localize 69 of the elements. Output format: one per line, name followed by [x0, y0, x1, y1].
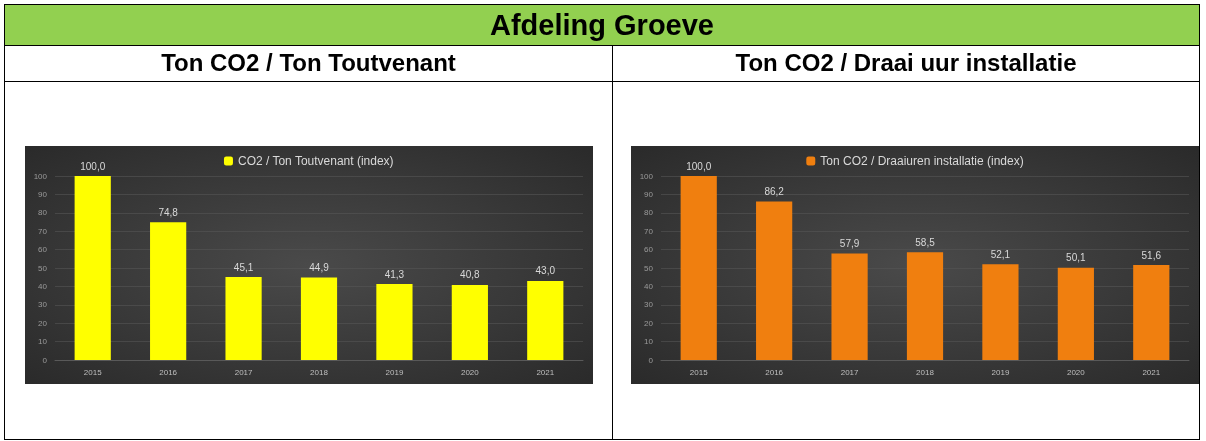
- bar: [1057, 267, 1094, 360]
- y-tick-label: 20: [644, 318, 654, 328]
- x-tick-label: 2020: [460, 367, 480, 377]
- data-label: 50,1: [1066, 252, 1087, 264]
- data-label: 100,0: [686, 160, 712, 172]
- bar: [225, 277, 262, 360]
- data-label: 43,0: [535, 265, 556, 277]
- x-tick-label: 2015: [689, 367, 709, 377]
- y-tick-label: 100: [639, 171, 654, 181]
- x-tick-label: 2019: [385, 367, 404, 377]
- y-tick-label: 0: [648, 355, 654, 365]
- x-tick-label: 2020: [1066, 367, 1086, 377]
- bar: [150, 222, 187, 360]
- bar: [74, 176, 111, 360]
- y-tick-label: 70: [644, 226, 654, 236]
- data-label: 58,5: [915, 236, 936, 248]
- data-label: 40,8: [460, 269, 481, 281]
- y-tick-label: 30: [38, 300, 48, 310]
- x-tick-label: 2019: [991, 367, 1010, 377]
- y-tick-label: 80: [644, 208, 654, 218]
- data-label: 86,2: [764, 185, 785, 197]
- x-tick-label: 2016: [765, 367, 784, 377]
- data-label: 44,9: [309, 261, 330, 273]
- y-tick-label: 90: [644, 189, 654, 199]
- y-tick-label: 100: [33, 171, 48, 181]
- y-tick-label: 80: [38, 208, 48, 218]
- y-tick-label: 0: [42, 355, 48, 365]
- bar: [527, 280, 564, 360]
- chart-title: Ton CO2 / Draai uur installatie: [613, 45, 1199, 82]
- bar: [756, 201, 793, 360]
- data-label: 52,1: [990, 248, 1011, 260]
- bar: [831, 253, 868, 360]
- data-label: 45,1: [233, 261, 254, 273]
- data-label: 100,0: [80, 160, 106, 172]
- x-tick-label: 2018: [310, 367, 329, 377]
- y-tick-label: 90: [38, 189, 48, 199]
- x-tick-label: 2018: [916, 367, 935, 377]
- y-tick-label: 50: [644, 263, 654, 273]
- y-tick-label: 40: [38, 281, 48, 291]
- y-tick-label: 10: [38, 337, 48, 347]
- chart-title: Ton CO2 / Ton Toutvenant: [5, 45, 612, 82]
- bar: [906, 252, 944, 360]
- x-tick-label: 2021: [1142, 367, 1161, 377]
- x-tick-label: 2015: [83, 367, 103, 377]
- y-tick-label: 10: [644, 337, 654, 347]
- y-tick-label: 70: [38, 226, 48, 236]
- x-tick-label: 2016: [159, 367, 178, 377]
- x-tick-label: 2017: [840, 367, 860, 377]
- data-label: 57,9: [839, 237, 860, 249]
- bar: [451, 284, 488, 360]
- legend-label: CO2 / Ton Toutvenant (index): [237, 154, 394, 168]
- x-tick-label: 2021: [536, 367, 555, 377]
- y-tick-label: 20: [38, 318, 48, 328]
- bar: [680, 176, 717, 360]
- bar: [1133, 265, 1170, 360]
- bar: [982, 264, 1019, 360]
- y-tick-label: 50: [38, 263, 48, 273]
- y-tick-label: 30: [644, 300, 654, 310]
- bar: [376, 284, 413, 360]
- y-tick-label: 40: [644, 281, 654, 291]
- bar: [300, 277, 338, 360]
- y-tick-label: 60: [644, 245, 654, 255]
- legend-label: Ton CO2 / Draaiuren installatie (index): [820, 154, 1024, 168]
- x-tick-label: 2017: [234, 367, 254, 377]
- text: Afdeling Groeve: [5, 5, 1199, 46]
- y-tick-label: 60: [38, 245, 48, 255]
- data-label: 41,3: [384, 268, 405, 280]
- data-label: 74,8: [158, 206, 179, 218]
- data-label: 51,6: [1141, 249, 1162, 261]
